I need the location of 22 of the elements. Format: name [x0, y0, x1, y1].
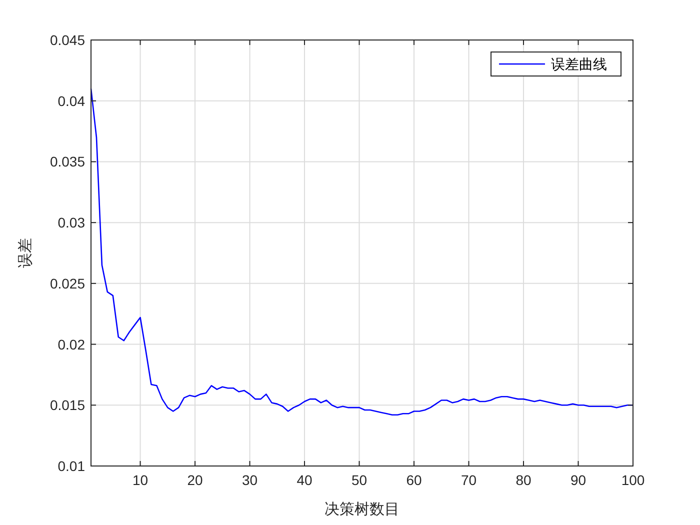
y-tick-label: 0.01 [58, 458, 86, 474]
x-tick-label: 90 [570, 472, 586, 488]
x-tick-label: 30 [242, 472, 258, 488]
x-tick-label: 70 [460, 472, 477, 488]
legend: 误差曲线 [490, 52, 622, 76]
y-axis-title: 误差 [17, 238, 34, 268]
y-tick-label: 0.015 [50, 397, 86, 414]
x-tick-label: 20 [187, 472, 204, 488]
x-tick-label: 50 [351, 472, 368, 488]
x-tick-label: 80 [516, 472, 532, 488]
x-tick-label: 10 [132, 472, 148, 488]
x-tick-label: 60 [406, 472, 422, 488]
legend-label: 误差曲线 [551, 57, 607, 73]
y-tick-label: 0.03 [58, 214, 86, 231]
x-tick-label: 40 [296, 472, 313, 488]
y-tick-label: 0.025 [50, 275, 86, 292]
y-tick-label: 0.035 [50, 154, 86, 170]
y-tick-label: 0.04 [58, 92, 86, 109]
x-axis-title: 决策树数目 [324, 501, 400, 518]
y-tick-label: 0.02 [58, 336, 86, 352]
y-tick-label: 0.045 [50, 32, 86, 48]
x-tick-label: 100 [621, 472, 645, 488]
